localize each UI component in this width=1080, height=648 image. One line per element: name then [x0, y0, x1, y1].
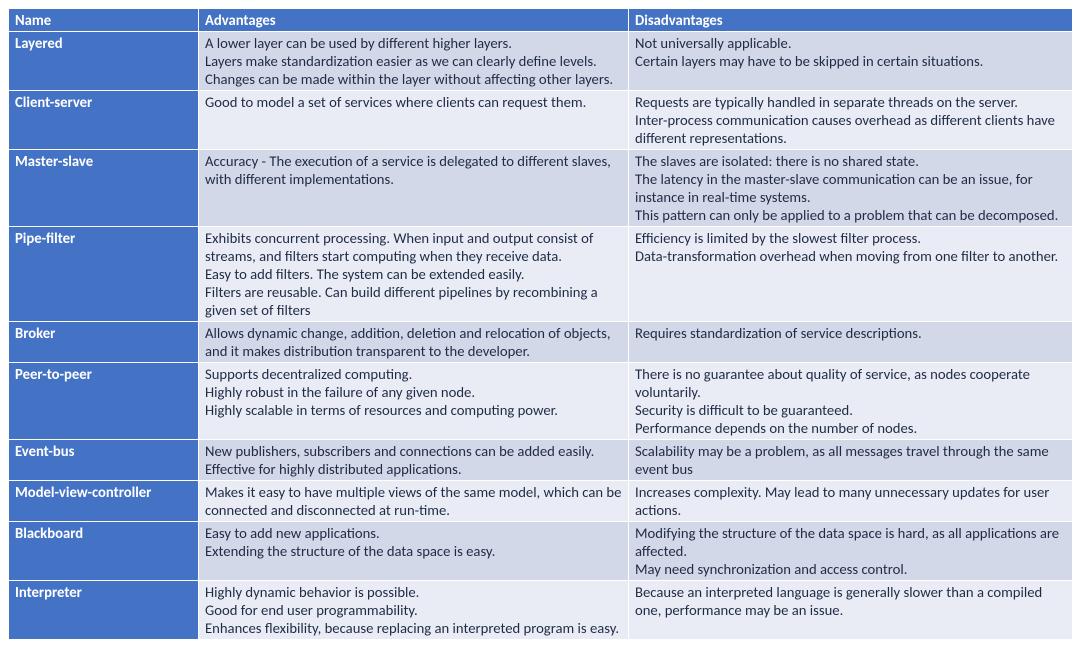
- pattern-name: Model-view-controller: [9, 481, 199, 522]
- pattern-advantages: Highly dynamic behavior is possible.Good…: [199, 581, 629, 640]
- advantage-line: Enhances flexibility, because replacing …: [205, 619, 622, 637]
- pattern-name: Broker: [9, 322, 199, 363]
- table-row: Client-server Good to model a set of serv…: [9, 91, 1073, 150]
- pattern-name: Client-server: [9, 91, 199, 150]
- table-row: BrokerAllows dynamic change, addition, d…: [9, 322, 1073, 363]
- advantage-line: New publishers, subscribers and connecti…: [205, 442, 622, 460]
- disadvantage-line: Performance depends on the number of nod…: [635, 419, 1066, 437]
- advantage-line: Extending the structure of the data spac…: [205, 542, 622, 560]
- disadvantage-line: Inter-process communication causes overh…: [635, 111, 1066, 147]
- table-row: Model-view-controllerMakes it easy to ha…: [9, 481, 1073, 522]
- disadvantage-line: Modifying the structure of the data spac…: [635, 524, 1066, 560]
- table-row: Layered A lower layer can be used by diff…: [9, 32, 1073, 91]
- pattern-disadvantages: Scalability may be a problem, as all mes…: [629, 440, 1073, 481]
- advantage-line: A lower layer can be used by different h…: [205, 34, 622, 52]
- table-row: Event-bus New publishers, subscribers and…: [9, 440, 1073, 481]
- disadvantage-line: May need synchronization and access cont…: [635, 560, 1066, 578]
- advantage-line: Supports decentralized computing.: [205, 365, 622, 383]
- pattern-name: Event-bus: [9, 440, 199, 481]
- advantage-line: Changes can be made within the layer wit…: [205, 70, 622, 88]
- advantage-line: Filters are reusable. Can build differen…: [205, 283, 622, 319]
- disadvantage-line: The slaves are isolated: there is no sha…: [635, 152, 1066, 170]
- disadvantage-line: Because an interpreted language is gener…: [635, 583, 1066, 619]
- pattern-disadvantages: Requires standardization of service desc…: [629, 322, 1073, 363]
- advantage-line: Makes it easy to have multiple views of …: [205, 483, 622, 519]
- disadvantage-line: There is no guarantee about quality of s…: [635, 365, 1066, 401]
- pattern-advantages: Supports decentralized computing.Highly …: [199, 363, 629, 440]
- table-row: Pipe-filterExhibits concurrent processin…: [9, 227, 1073, 322]
- pattern-advantages: Easy to add new applications.Extending t…: [199, 522, 629, 581]
- disadvantage-line: Requests are typically handled in separa…: [635, 93, 1066, 111]
- advantage-line: Layers make standardization easier as we…: [205, 52, 622, 70]
- pattern-name: Master-slave: [9, 150, 199, 227]
- disadvantage-line: Certain layers may have to be skipped in…: [635, 52, 1066, 70]
- header-name: Name: [9, 9, 199, 32]
- disadvantage-line: Scalability may be a problem, as all mes…: [635, 442, 1066, 478]
- disadvantage-line: Security is difficult to be guaranteed.: [635, 401, 1066, 419]
- disadvantage-line: Efficiency is limited by the slowest fil…: [635, 229, 1066, 247]
- advantage-line: Highly robust in the failure of any give…: [205, 383, 622, 401]
- advantage-line: Easy to add new applications.: [205, 524, 622, 542]
- table-row: Master-slaveAccuracy - The execution of …: [9, 150, 1073, 227]
- disadvantage-line: This pattern can only be applied to a pr…: [635, 206, 1066, 224]
- pattern-disadvantages: Increases complexity. May lead to many u…: [629, 481, 1073, 522]
- header-advantages: Advantages: [199, 9, 629, 32]
- header-disadvantages: Disadvantages: [629, 9, 1073, 32]
- pattern-disadvantages: Not universally applicable.Certain layer…: [629, 32, 1073, 91]
- pattern-advantages: Good to model a set of services where cl…: [199, 91, 629, 150]
- advantage-line: Accuracy - The execution of a service is…: [205, 152, 622, 188]
- pattern-advantages: Makes it easy to have multiple views of …: [199, 481, 629, 522]
- table-row: InterpreterHighly dynamic behavior is po…: [9, 581, 1073, 640]
- advantage-line: Good to model a set of services where cl…: [205, 93, 622, 111]
- advantage-line: Highly dynamic behavior is possible.: [205, 583, 622, 601]
- pattern-disadvantages: Modifying the structure of the data spac…: [629, 522, 1073, 581]
- advantage-line: Easy to add filters. The system can be e…: [205, 265, 622, 283]
- pattern-name: Layered: [9, 32, 199, 91]
- disadvantage-line: The latency in the master-slave communic…: [635, 170, 1066, 206]
- pattern-disadvantages: There is no guarantee about quality of s…: [629, 363, 1073, 440]
- pattern-disadvantages: Because an interpreted language is gener…: [629, 581, 1073, 640]
- pattern-name: Blackboard: [9, 522, 199, 581]
- pattern-name: Interpreter: [9, 581, 199, 640]
- table-header-row: Name Advantages Disadvantages: [9, 9, 1073, 32]
- pattern-advantages: New publishers, subscribers and connecti…: [199, 440, 629, 481]
- disadvantage-line: Not universally applicable.: [635, 34, 1066, 52]
- pattern-advantages: Allows dynamic change, addition, deletio…: [199, 322, 629, 363]
- pattern-advantages: Accuracy - The execution of a service is…: [199, 150, 629, 227]
- disadvantage-line: Requires standardization of service desc…: [635, 324, 1066, 342]
- table-row: Peer-to-peerSupports decentralized compu…: [9, 363, 1073, 440]
- advantage-line: Effective for highly distributed applica…: [205, 460, 622, 478]
- patterns-table: Name Advantages Disadvantages Layered A l…: [8, 8, 1073, 640]
- pattern-name: Peer-to-peer: [9, 363, 199, 440]
- advantage-line: Exhibits concurrent processing. When inp…: [205, 229, 622, 265]
- pattern-advantages: A lower layer can be used by different h…: [199, 32, 629, 91]
- pattern-name: Pipe-filter: [9, 227, 199, 322]
- table-body: Layered A lower layer can be used by diff…: [9, 32, 1073, 640]
- pattern-advantages: Exhibits concurrent processing. When inp…: [199, 227, 629, 322]
- table-row: BlackboardEasy to add new applications.E…: [9, 522, 1073, 581]
- advantage-line: Highly scalable in terms of resources an…: [205, 401, 622, 419]
- pattern-disadvantages: Requests are typically handled in separa…: [629, 91, 1073, 150]
- advantage-line: Allows dynamic change, addition, deletio…: [205, 324, 622, 360]
- disadvantage-line: Data-transformation overhead when moving…: [635, 247, 1066, 265]
- pattern-disadvantages: The slaves are isolated: there is no sha…: [629, 150, 1073, 227]
- pattern-disadvantages: Efficiency is limited by the slowest fil…: [629, 227, 1073, 322]
- disadvantage-line: Increases complexity. May lead to many u…: [635, 483, 1066, 519]
